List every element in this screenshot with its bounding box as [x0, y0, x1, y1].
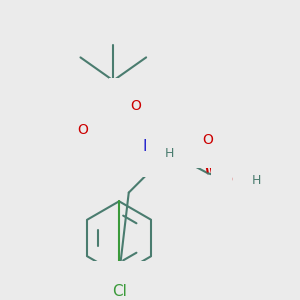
Text: O: O — [130, 99, 141, 113]
Text: H: H — [251, 174, 261, 187]
Text: N: N — [142, 139, 154, 154]
Text: H: H — [165, 128, 174, 141]
Text: H: H — [165, 148, 174, 160]
Text: Cl: Cl — [112, 284, 127, 298]
Text: O: O — [77, 123, 88, 137]
Text: O: O — [232, 173, 242, 187]
Text: O: O — [202, 134, 213, 148]
